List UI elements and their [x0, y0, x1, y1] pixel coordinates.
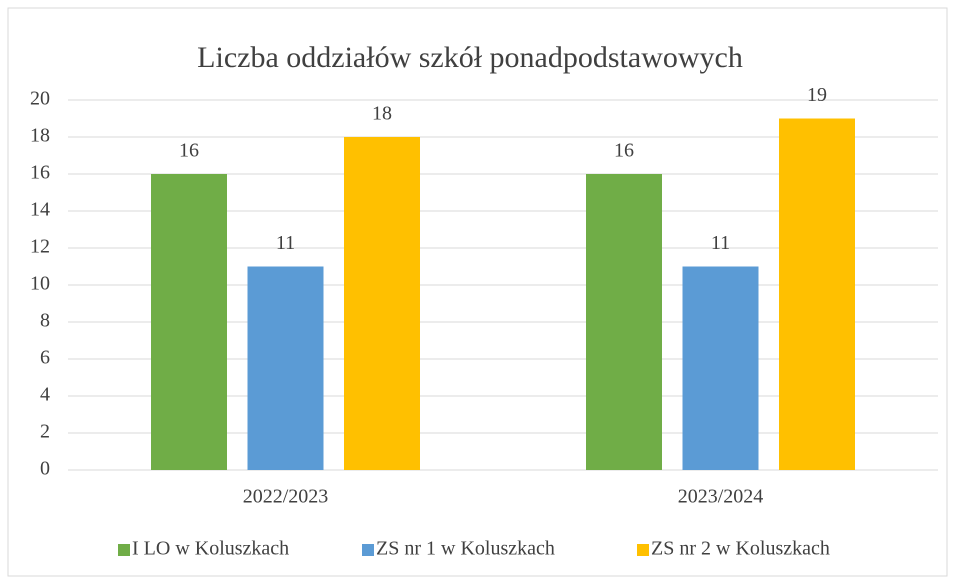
legend-label: I LO w Koluszkach — [132, 538, 289, 560]
data-label: 19 — [807, 84, 827, 106]
bar — [586, 174, 662, 470]
y-tick-label: 0 — [40, 458, 50, 480]
legend-swatch — [362, 544, 374, 556]
data-label: 11 — [711, 232, 730, 254]
legend-label: ZS nr 2 w Koluszkach — [651, 538, 830, 560]
y-tick-label: 2 — [40, 421, 50, 443]
y-tick-label: 8 — [40, 310, 50, 332]
data-label: 16 — [614, 140, 634, 162]
y-tick-label: 12 — [30, 236, 50, 258]
bar — [779, 118, 855, 470]
bar — [344, 137, 420, 470]
y-tick-label: 6 — [40, 347, 50, 369]
bar — [682, 266, 759, 470]
y-tick-label: 20 — [30, 88, 50, 110]
y-tick-label: 4 — [40, 384, 50, 406]
y-tick-label: 14 — [30, 199, 50, 221]
chart-title: Liczba oddziałów szkół ponadpodstawowych — [197, 41, 743, 74]
bar — [151, 174, 227, 470]
y-tick-label: 16 — [30, 162, 50, 184]
x-tick-label: 2022/2023 — [243, 486, 329, 508]
legend-swatch — [637, 544, 649, 556]
legend-swatch — [118, 544, 130, 556]
data-label: 11 — [276, 232, 295, 254]
y-tick-label: 18 — [30, 125, 50, 147]
data-label: 18 — [372, 103, 392, 125]
bar — [247, 266, 324, 470]
data-label: 16 — [179, 140, 199, 162]
y-tick-label: 10 — [30, 273, 50, 295]
x-tick-label: 2023/2024 — [678, 486, 764, 508]
legend-label: ZS nr 1 w Koluszkach — [376, 538, 555, 560]
